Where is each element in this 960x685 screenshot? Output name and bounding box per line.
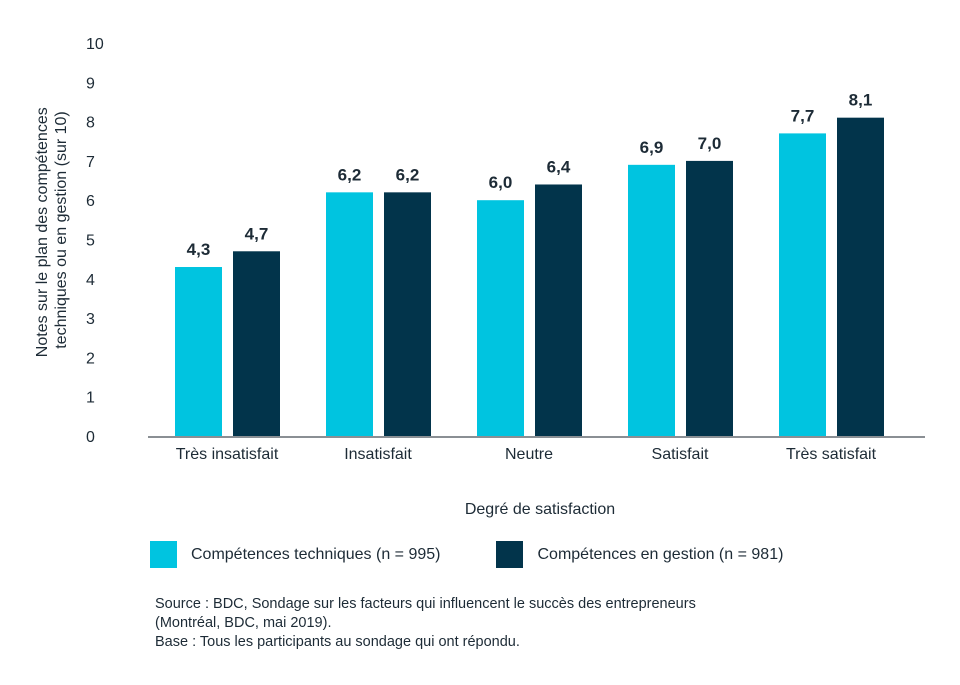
bar-techniques [779,133,826,436]
bar-techniques [477,200,524,436]
legend-label-gestion: Compétences en gestion (n = 981) [537,545,784,563]
source-line-1: Source : BDC, Sondage sur les facteurs q… [155,596,696,612]
y-tick-label: 7 [86,154,95,171]
legend-item-techniques: Compétences techniques (n = 995) [150,541,440,568]
x-category-label: Satisfait [652,446,709,463]
bar-techniques [628,164,675,436]
data-label: 6,9 [640,138,664,157]
y-tick-label: 1 [86,390,95,407]
bar-chart: 0 1 2 3 4 5 6 7 8 9 10 4,3 4,7 6,2 6,2 6,0 6,4 6,9 7,0 7,7… [34,36,925,518]
y-axis-title: Notes sur le plan des compétences techni… [34,103,70,357]
bar-techniques [326,192,373,436]
y-axis-ticks: 0 1 2 3 4 5 6 7 8 9 10 [86,36,104,446]
x-axis-categories: Très insatisfait Insatisfait Neutre Satisfa… [176,446,877,463]
bar-gestion [837,117,884,437]
x-category-label: Neutre [505,446,553,463]
x-category-label: Très satisfait [786,446,877,463]
y-axis-title-line-2: techniques ou en gestion (sur 10) [53,111,70,348]
y-tick-label: 8 [86,115,95,132]
base-line: Base : Tous les participants au sondage … [155,634,520,650]
data-label: 4,7 [245,224,269,243]
x-category-label: Très insatisfait [176,446,279,463]
bar-gestion [384,192,431,436]
legend-item-gestion: Compétences en gestion (n = 981) [496,541,783,568]
bar-gestion [233,251,280,436]
y-tick-label: 0 [86,429,95,446]
data-label: 8,1 [849,91,873,110]
y-tick-label: 3 [86,311,95,328]
data-label: 6,2 [338,165,362,184]
y-tick-label: 10 [86,36,104,53]
y-axis-title-line-1: Notes sur le plan des compétences [34,107,51,357]
x-category-label: Insatisfait [344,446,412,463]
data-label: 7,7 [791,106,815,125]
data-labels: 4,3 4,7 6,2 6,2 6,0 6,4 6,9 7,0 7,7 8,1 [187,91,873,259]
bar-gestion [686,160,733,436]
y-tick-label: 9 [86,75,95,92]
data-label: 6,0 [489,173,513,192]
source-note: Source : BDC, Sondage sur les facteurs q… [155,595,696,652]
bar-techniques [175,267,222,436]
legend: Compétences techniques (n = 995) Compéte… [150,541,839,568]
legend-swatch-techniques [150,541,177,568]
source-line-2: (Montréal, BDC, mai 2019). [155,615,332,631]
data-label: 6,2 [396,165,420,184]
data-label: 4,3 [187,240,211,259]
y-tick-label: 5 [86,233,95,250]
bar-gestion [535,184,582,436]
legend-swatch-gestion [496,541,524,568]
y-tick-label: 6 [86,193,95,210]
y-tick-label: 4 [86,272,95,289]
bars [175,117,884,437]
data-label: 7,0 [698,134,722,153]
x-axis-title: Degré de satisfaction [465,501,615,518]
data-label: 6,4 [547,157,571,176]
legend-label-techniques: Compétences techniques (n = 995) [191,545,441,563]
y-tick-label: 2 [86,350,95,367]
